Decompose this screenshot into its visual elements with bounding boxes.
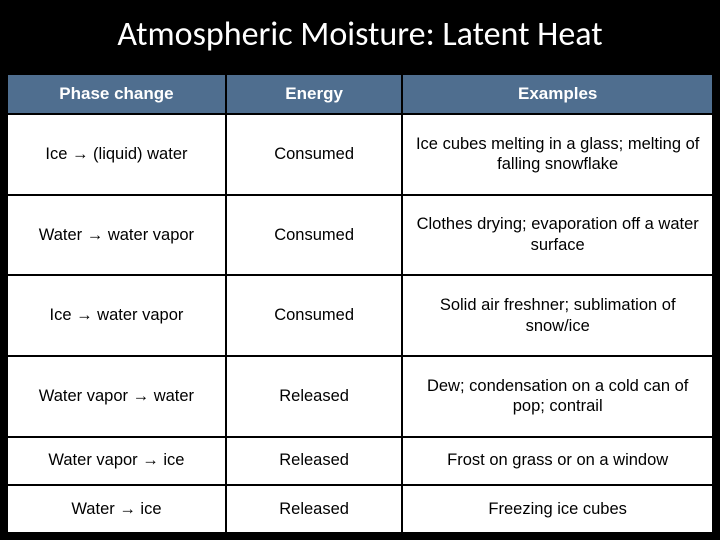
cell-phase-change: Water → ice (7, 485, 226, 533)
cell-phase-change: Water → water vapor (7, 195, 226, 276)
table-header-row: Phase change Energy Examples (7, 74, 713, 114)
cell-phase-change: Ice → water vapor (7, 275, 226, 356)
table-row: Water vapor → ice Released Frost on gras… (7, 437, 713, 485)
cell-examples: Clothes drying; evaporation off a water … (402, 195, 713, 276)
cell-examples: Frost on grass or on a window (402, 437, 713, 485)
table-row: Water vapor → water Released Dew; conden… (7, 356, 713, 437)
slide-title: Atmospheric Moisture: Latent Heat (0, 0, 720, 73)
latent-heat-table: Phase change Energy Examples Ice → (liqu… (6, 73, 714, 534)
cell-phase-change: Water vapor → ice (7, 437, 226, 485)
slide: Atmospheric Moisture: Latent Heat Phase … (0, 0, 720, 540)
table-row: Water → water vapor Consumed Clothes dry… (7, 195, 713, 276)
cell-examples: Solid air freshner; sublimation of snow/… (402, 275, 713, 356)
cell-energy: Released (226, 356, 403, 437)
col-header-phase-change: Phase change (7, 74, 226, 114)
table-container: Phase change Energy Examples Ice → (liqu… (0, 73, 720, 540)
cell-examples: Freezing ice cubes (402, 485, 713, 533)
cell-phase-change: Ice → (liquid) water (7, 114, 226, 195)
cell-examples: Dew; condensation on a cold can of pop; … (402, 356, 713, 437)
cell-energy: Consumed (226, 114, 403, 195)
cell-energy: Consumed (226, 195, 403, 276)
col-header-energy: Energy (226, 74, 403, 114)
col-header-examples: Examples (402, 74, 713, 114)
table-row: Water → ice Released Freezing ice cubes (7, 485, 713, 533)
cell-energy: Released (226, 485, 403, 533)
table-row: Ice → (liquid) water Consumed Ice cubes … (7, 114, 713, 195)
cell-phase-change: Water vapor → water (7, 356, 226, 437)
cell-energy: Released (226, 437, 403, 485)
table-row: Ice → water vapor Consumed Solid air fre… (7, 275, 713, 356)
cell-energy: Consumed (226, 275, 403, 356)
cell-examples: Ice cubes melting in a glass; melting of… (402, 114, 713, 195)
